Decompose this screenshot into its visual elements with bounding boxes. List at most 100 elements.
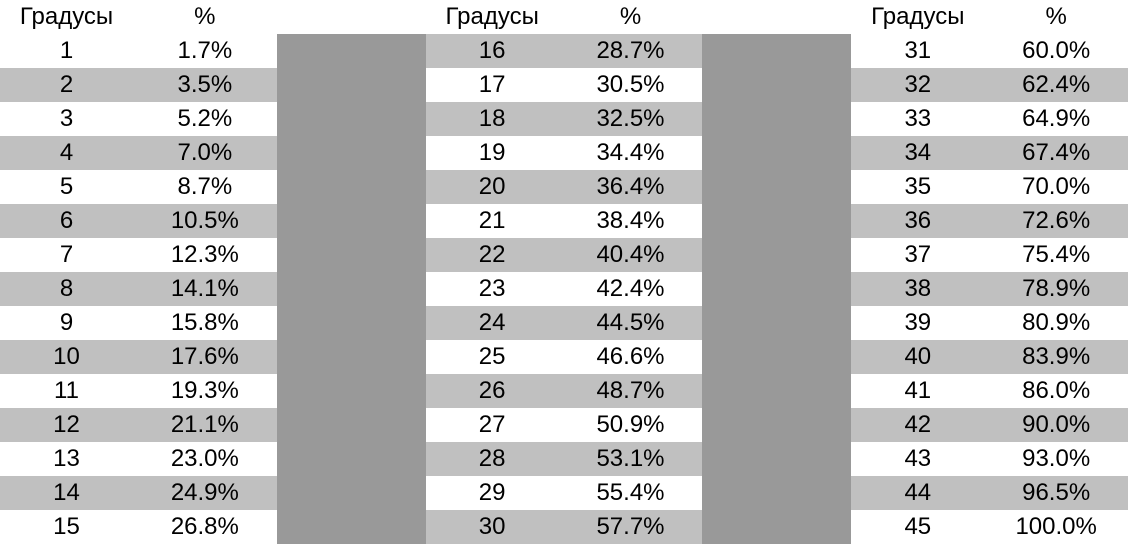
cell-degrees: 1	[0, 34, 133, 68]
cell-degrees: 20	[426, 170, 559, 204]
cell-degrees: 17	[426, 68, 559, 102]
cell-degrees: 44	[851, 476, 984, 510]
cell-percent: 57.7%	[559, 510, 703, 544]
cell-percent: 32.5%	[559, 102, 703, 136]
cell-percent: 46.6%	[559, 340, 703, 374]
column-separator	[702, 102, 851, 136]
column-separator	[702, 374, 851, 408]
cell-percent: 48.7%	[559, 374, 703, 408]
cell-degrees: 10	[0, 340, 133, 374]
cell-degrees: 35	[851, 170, 984, 204]
column-separator	[277, 34, 426, 68]
cell-percent: 1.7%	[133, 34, 277, 68]
cell-degrees: 36	[851, 204, 984, 238]
table-row: 1424.9%2955.4%4496.5%	[0, 476, 1128, 510]
column-separator	[277, 238, 426, 272]
column-separator	[277, 170, 426, 204]
cell-percent: 90.0%	[984, 408, 1128, 442]
column-separator	[277, 136, 426, 170]
column-separator	[702, 442, 851, 476]
table-row: 814.1%2342.4%3878.9%	[0, 272, 1128, 306]
table-row: 1323.0%2853.1%4393.0%	[0, 442, 1128, 476]
header-percent-2: %	[559, 0, 703, 34]
cell-percent: 62.4%	[984, 68, 1128, 102]
cell-degrees: 42	[851, 408, 984, 442]
column-separator	[702, 340, 851, 374]
table-header-row: Градусы % Градусы % Градусы %	[0, 0, 1128, 34]
cell-percent: 23.0%	[133, 442, 277, 476]
cell-percent: 72.6%	[984, 204, 1128, 238]
cell-percent: 80.9%	[984, 306, 1128, 340]
cell-percent: 93.0%	[984, 442, 1128, 476]
cell-degrees: 33	[851, 102, 984, 136]
cell-degrees: 22	[426, 238, 559, 272]
cell-degrees: 6	[0, 204, 133, 238]
table-row: 1526.8%3057.7%45100.0%	[0, 510, 1128, 544]
cell-degrees: 11	[0, 374, 133, 408]
cell-percent: 10.5%	[133, 204, 277, 238]
table-row: 712.3%2240.4%3775.4%	[0, 238, 1128, 272]
cell-percent: 19.3%	[133, 374, 277, 408]
table-row: 1017.6%2546.6%4083.9%	[0, 340, 1128, 374]
cell-degrees: 29	[426, 476, 559, 510]
table-row: 11.7%1628.7%3160.0%	[0, 34, 1128, 68]
cell-degrees: 23	[426, 272, 559, 306]
cell-percent: 38.4%	[559, 204, 703, 238]
cell-percent: 17.6%	[133, 340, 277, 374]
column-separator	[277, 340, 426, 374]
cell-degrees: 12	[0, 408, 133, 442]
column-separator	[702, 68, 851, 102]
cell-percent: 34.4%	[559, 136, 703, 170]
cell-percent: 50.9%	[559, 408, 703, 442]
cell-degrees: 31	[851, 34, 984, 68]
column-separator	[277, 272, 426, 306]
table-row: 47.0%1934.4%3467.4%	[0, 136, 1128, 170]
cell-degrees: 25	[426, 340, 559, 374]
table-row: 610.5% 2138.4% 3672.6%	[0, 204, 1128, 238]
cell-degrees: 30	[426, 510, 559, 544]
cell-degrees: 28	[426, 442, 559, 476]
cell-percent: 28.7%	[559, 34, 703, 68]
cell-percent: 67.4%	[984, 136, 1128, 170]
column-separator	[277, 374, 426, 408]
cell-degrees: 38	[851, 272, 984, 306]
cell-percent: 64.9%	[984, 102, 1128, 136]
column-separator	[277, 102, 426, 136]
column-separator	[702, 272, 851, 306]
column-separator	[702, 136, 851, 170]
cell-degrees: 19	[426, 136, 559, 170]
cell-degrees: 8	[0, 272, 133, 306]
degrees-percent-table: Градусы % Градусы % Градусы % 11.7%1628.…	[0, 0, 1128, 544]
cell-percent: 26.8%	[133, 510, 277, 544]
cell-degrees: 32	[851, 68, 984, 102]
header-degrees-1: Градусы	[0, 0, 133, 34]
cell-degrees: 21	[426, 204, 559, 238]
cell-percent: 30.5%	[559, 68, 703, 102]
cell-percent: 3.5%	[133, 68, 277, 102]
cell-percent: 15.8%	[133, 306, 277, 340]
column-separator	[277, 204, 426, 238]
cell-degrees: 43	[851, 442, 984, 476]
table-row: 1221.1%2750.9%4290.0%	[0, 408, 1128, 442]
cell-degrees: 26	[426, 374, 559, 408]
cell-percent: 96.5%	[984, 476, 1128, 510]
table-body: 11.7%1628.7%3160.0%23.5%1730.5%3262.4%35…	[0, 34, 1128, 544]
header-percent-3: %	[984, 0, 1128, 34]
cell-percent: 86.0%	[984, 374, 1128, 408]
column-separator	[702, 408, 851, 442]
cell-degrees: 2	[0, 68, 133, 102]
cell-degrees: 3	[0, 102, 133, 136]
cell-percent: 5.2%	[133, 102, 277, 136]
column-separator	[277, 408, 426, 442]
column-separator	[702, 306, 851, 340]
cell-percent: 24.9%	[133, 476, 277, 510]
cell-degrees: 34	[851, 136, 984, 170]
cell-degrees: 13	[0, 442, 133, 476]
column-separator	[277, 476, 426, 510]
cell-degrees: 37	[851, 238, 984, 272]
column-separator	[702, 34, 851, 68]
cell-percent: 7.0%	[133, 136, 277, 170]
cell-percent: 14.1%	[133, 272, 277, 306]
cell-degrees: 39	[851, 306, 984, 340]
cell-percent: 60.0%	[984, 34, 1128, 68]
